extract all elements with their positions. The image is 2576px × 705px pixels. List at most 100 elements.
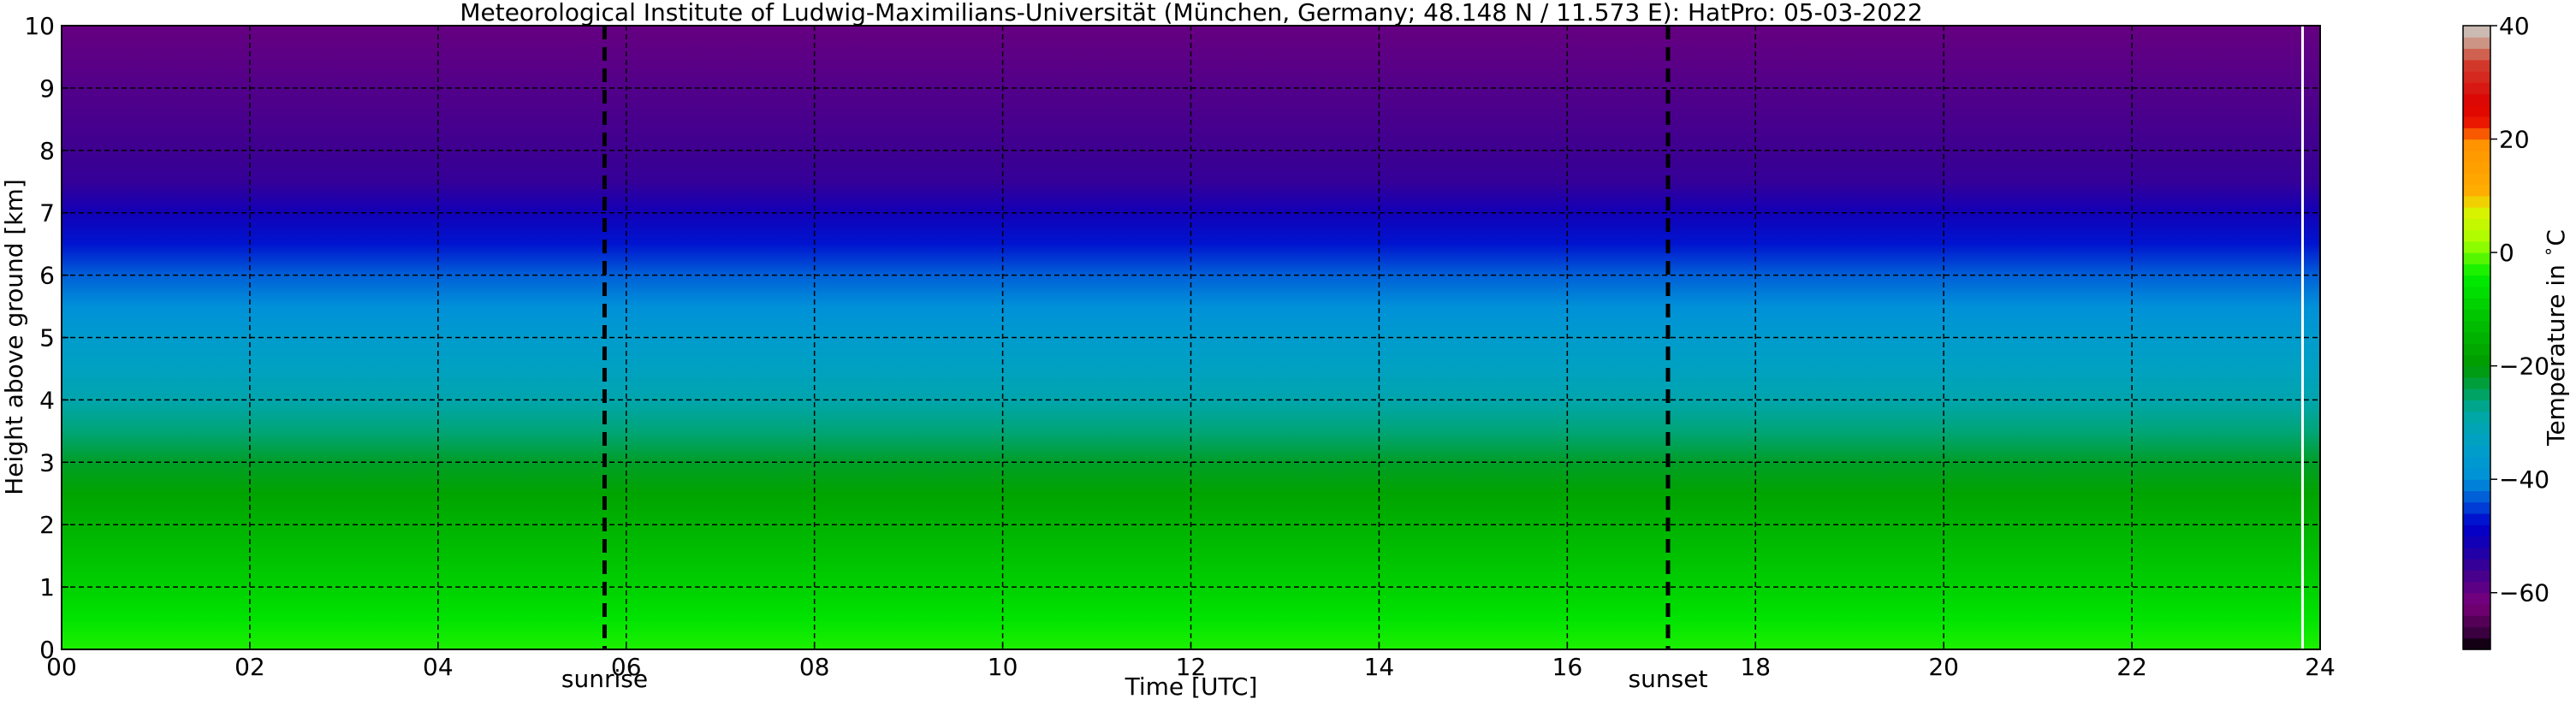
- x-tick-label: 08: [799, 653, 830, 681]
- x-tick-label: 22: [2116, 653, 2147, 681]
- y-tick-label: 2: [39, 511, 55, 539]
- y-tick-label: 9: [39, 74, 55, 103]
- colorbar-band: [2463, 252, 2490, 264]
- colorbar-band: [2463, 82, 2490, 95]
- colorbar-band: [2463, 207, 2490, 219]
- colorbar-band: [2463, 218, 2490, 231]
- colorbar-band: [2463, 524, 2490, 537]
- colorbar-band: [2463, 127, 2490, 140]
- colorbar-band: [2463, 229, 2490, 242]
- x-tick-label: 02: [234, 653, 265, 681]
- x-tick-label: 20: [1928, 653, 1959, 681]
- colorbar-band: [2463, 434, 2490, 447]
- colorbar-tick-label: 40: [2499, 12, 2530, 40]
- colorbar-band: [2463, 501, 2490, 514]
- y-axis-label: Height above ground [km]: [0, 179, 28, 495]
- colorbar-band: [2463, 320, 2490, 333]
- colorbar-band: [2463, 456, 2490, 469]
- x-tick-label: 18: [1740, 653, 1771, 681]
- x-tick-label: 12: [1176, 653, 1207, 681]
- colorbar-band: [2463, 240, 2490, 253]
- colorbar-band: [2463, 173, 2490, 186]
- colorbar-band: [2463, 445, 2490, 458]
- colorbar-band: [2463, 490, 2490, 503]
- colorbar-label: Temperature in ∘C: [2537, 229, 2570, 447]
- colorbar-band: [2463, 411, 2490, 424]
- missing-data-strip: [2301, 26, 2305, 649]
- colorbar-tick-label: −20: [2499, 352, 2549, 381]
- colorbar-band: [2463, 512, 2490, 525]
- sunset-label: sunset: [1629, 665, 1708, 693]
- colorbar-ticks: −60 −40 −20 0 20 40: [2490, 12, 2549, 607]
- x-tick-label: 06: [611, 653, 642, 681]
- colorbar-band: [2463, 376, 2490, 389]
- colorbar-band: [2463, 570, 2490, 583]
- colorbar-frame: [2462, 25, 2491, 650]
- colorbar-band: [2463, 592, 2490, 605]
- colorbar-band: [2463, 139, 2490, 151]
- colorbar-tick-label: −40: [2499, 465, 2549, 494]
- colorbar-band: [2463, 298, 2490, 310]
- x-tick-label: 10: [988, 653, 1018, 681]
- x-axis-ticks: 00 02 04 06 08 10 12 14 16 18 20 22 24: [46, 643, 2336, 681]
- colorbar-band: [2463, 195, 2490, 208]
- colorbar-tick-label: 0: [2499, 239, 2514, 267]
- colorbar-tick-label: 20: [2499, 126, 2530, 154]
- colorbar-band: [2463, 162, 2490, 174]
- chart-title: Meteorological Institute of Ludwig-Maxim…: [460, 0, 1922, 27]
- x-tick-label: 14: [1364, 653, 1395, 681]
- y-tick-label: 4: [39, 386, 55, 414]
- colorbar-band: [2463, 71, 2490, 83]
- colorbar-band: [2463, 48, 2490, 61]
- colorbar-tick-label: −60: [2499, 579, 2549, 607]
- y-tick-label: 6: [39, 262, 55, 290]
- y-tick-label: 10: [24, 12, 55, 40]
- colorbar-band: [2463, 104, 2490, 117]
- colorbar-band: [2463, 626, 2490, 639]
- colorbar: −60 −40 −20 0 20 40 Temperature in ∘C: [2462, 12, 2570, 650]
- colorbar-band: [2463, 286, 2490, 299]
- colorbar-band: [2463, 354, 2490, 367]
- sun-markers: sunrise sunset: [561, 26, 1708, 693]
- colorbar-band: [2463, 547, 2490, 560]
- x-tick-label: 24: [2305, 653, 2336, 681]
- colorbar-band: [2463, 37, 2490, 50]
- colorbar-band: [2463, 264, 2490, 276]
- colorbar-band: [2463, 184, 2490, 197]
- colorbar-band: [2463, 467, 2490, 480]
- y-tick-label: 8: [39, 137, 55, 165]
- y-tick-label: 7: [39, 199, 55, 228]
- colorbar-band: [2463, 422, 2490, 435]
- colorbar-band: [2463, 26, 2490, 38]
- colorbar-band: [2463, 275, 2490, 287]
- x-tick-label: 00: [46, 653, 77, 681]
- colorbar-band: [2463, 93, 2490, 106]
- colorbar-band: [2463, 331, 2490, 344]
- heatmap-tail-strip: [2304, 26, 2320, 649]
- colorbar-band: [2463, 558, 2490, 571]
- colorbar-band: [2463, 400, 2490, 412]
- colorbar-band: [2463, 59, 2490, 72]
- colorbar-band: [2463, 150, 2490, 163]
- colorbar-band: [2463, 637, 2490, 650]
- colorbar-band: [2463, 388, 2490, 400]
- y-tick-label: 5: [39, 324, 55, 352]
- sunrise-label: sunrise: [561, 665, 648, 693]
- colorbar-band: [2463, 479, 2490, 492]
- colorbar-band: [2463, 615, 2490, 628]
- y-tick-label: 3: [39, 448, 55, 477]
- colorbar-band: [2463, 581, 2490, 594]
- y-axis-ticks: 0 1 2 3 4 5 6 7 8 9 10: [24, 12, 68, 664]
- y-tick-label: 1: [39, 573, 55, 601]
- colorbar-band: [2463, 365, 2490, 378]
- x-tick-label: 16: [1552, 653, 1583, 681]
- colorbar-band: [2463, 536, 2490, 548]
- x-tick-label: 04: [423, 653, 454, 681]
- colorbar-band: [2463, 343, 2490, 355]
- y-tick-label: 0: [39, 636, 55, 664]
- x-axis-label: Time [UTC]: [1125, 672, 1258, 701]
- colorbar-band: [2463, 116, 2490, 128]
- colorbar-bands: [2463, 26, 2490, 650]
- colorbar-band: [2463, 309, 2490, 322]
